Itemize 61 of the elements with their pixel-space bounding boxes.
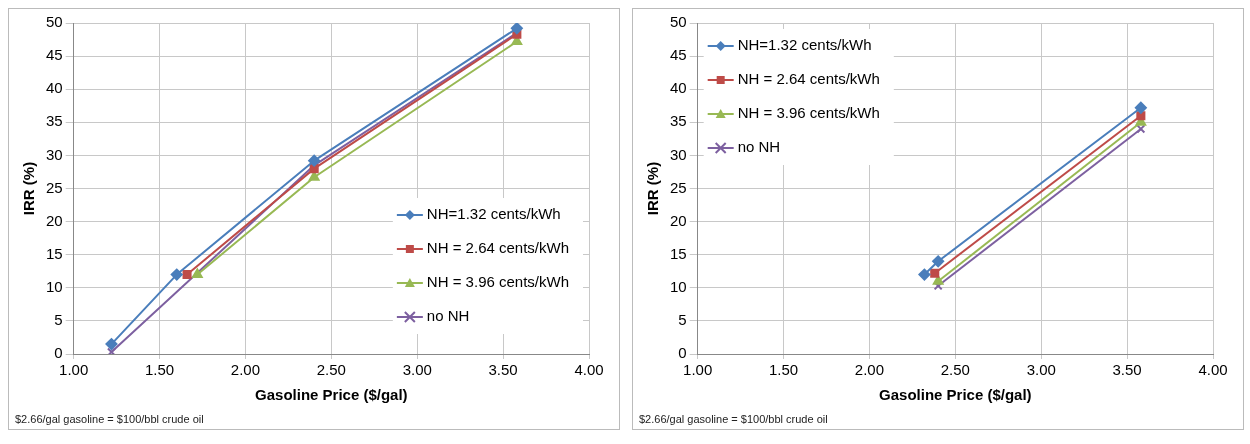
x-tick-label: 3.50 bbox=[488, 361, 518, 379]
x-axis-title: Gasoline Price ($/gal) bbox=[255, 386, 408, 404]
y-tick-label: 10 bbox=[46, 277, 63, 295]
x-tick-label: 2.50 bbox=[316, 361, 346, 379]
x-tick-label: 2.50 bbox=[940, 361, 970, 379]
y-tick-label: 5 bbox=[678, 311, 687, 329]
point bbox=[1134, 101, 1147, 114]
legend-label: NH=1.32 cents/kWh bbox=[737, 36, 872, 54]
x-tick-label: 1.50 bbox=[768, 361, 799, 379]
point bbox=[192, 268, 203, 279]
point bbox=[930, 268, 940, 278]
point bbox=[918, 268, 931, 281]
y-tick-label: 30 bbox=[670, 145, 687, 163]
y-tick-label: 45 bbox=[670, 46, 687, 64]
y-tick-label: 40 bbox=[670, 79, 687, 97]
legend-label: NH = 3.96 cents/kWh bbox=[426, 273, 570, 291]
y-tick-label: 10 bbox=[670, 277, 687, 295]
legend-label: no NH bbox=[737, 138, 781, 156]
y-tick-label: 5 bbox=[54, 311, 63, 329]
point bbox=[170, 268, 183, 281]
x-tick-label: 3.00 bbox=[1026, 361, 1056, 379]
y-tick-label: 20 bbox=[670, 211, 687, 229]
y-tick-label: 45 bbox=[46, 46, 63, 64]
x-tick-label: 2.00 bbox=[854, 361, 885, 379]
legend-label: NH = 2.64 cents/kWh bbox=[737, 70, 880, 88]
y-tick-label: 50 bbox=[670, 13, 687, 31]
legend-label: NH = 2.64 cents/kWh bbox=[426, 239, 570, 257]
y-tick-label: 0 bbox=[678, 344, 687, 362]
x-tick-label: 2.00 bbox=[230, 361, 261, 379]
x-tick-label: 4.00 bbox=[1198, 361, 1228, 379]
x-tick-label: 1.50 bbox=[144, 361, 175, 379]
point bbox=[308, 154, 321, 167]
text: $2.66/gal gasoline = $100/bbl crude oil bbox=[639, 412, 828, 425]
point bbox=[182, 270, 192, 280]
y-tick-label: 35 bbox=[46, 112, 63, 130]
y-tick-label: 15 bbox=[670, 244, 687, 262]
x-tick-label: 4.00 bbox=[574, 361, 604, 379]
x-tick-label: 1.00 bbox=[683, 361, 713, 379]
y-tick-label: 0 bbox=[54, 344, 63, 362]
legend-label: NH=1.32 cents/kWh bbox=[426, 205, 561, 223]
point bbox=[510, 23, 523, 35]
point bbox=[309, 164, 319, 174]
y-axis-title: IRR (%) bbox=[644, 161, 662, 216]
y-tick-label: 15 bbox=[46, 244, 63, 262]
x-tick-label: 3.50 bbox=[1112, 361, 1142, 379]
y-tick-label: 50 bbox=[46, 13, 63, 31]
y-axis-title: IRR (%) bbox=[20, 161, 38, 216]
legend-label: NH = 3.96 cents/kWh bbox=[737, 104, 880, 122]
x-tick-label: 1.00 bbox=[59, 361, 89, 379]
x-tick-label: 3.00 bbox=[402, 361, 432, 379]
point bbox=[1136, 124, 1146, 134]
y-tick-label: 30 bbox=[46, 145, 63, 163]
y-tick-label: 40 bbox=[46, 79, 63, 97]
text: $2.66/gal gasoline = $100/bbl crude oil bbox=[15, 412, 204, 425]
x-axis-title: Gasoline Price ($/gal) bbox=[879, 386, 1032, 404]
legend-label: no NH bbox=[426, 307, 470, 325]
y-tick-label: 25 bbox=[670, 178, 687, 196]
y-tick-label: 35 bbox=[670, 112, 687, 130]
y-tick-label: 25 bbox=[46, 178, 63, 196]
point bbox=[932, 255, 945, 268]
y-tick-label: 20 bbox=[46, 211, 63, 229]
